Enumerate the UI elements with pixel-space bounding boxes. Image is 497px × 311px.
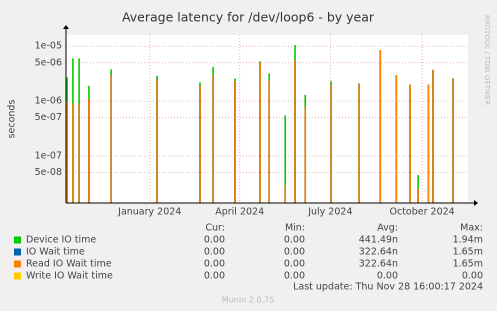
- y-tick-label: 5e-06: [35, 57, 62, 68]
- legend-value: 0.00: [462, 271, 483, 282]
- legend-value: 1.94m: [453, 235, 483, 246]
- legend-value: 0.00: [204, 235, 225, 246]
- legend-header: Min:: [285, 223, 305, 234]
- legend-swatch: [14, 272, 21, 280]
- last-update: Last update: Thu Nov 28 16:00:17 2024: [293, 282, 483, 293]
- legend-value: 0.00: [284, 271, 305, 282]
- legend-header: Cur:: [205, 223, 225, 234]
- legend-value: 441.49n: [359, 235, 398, 246]
- legend-value: 0.00: [284, 259, 305, 270]
- legend-swatch: [14, 236, 21, 244]
- x-tick-label: January 2024: [117, 207, 181, 218]
- plot-area: [66, 35, 468, 203]
- x-tick-label: October 2024: [390, 207, 455, 218]
- axis-arrow: [474, 200, 478, 206]
- y-tick-label: 5e-07: [35, 112, 62, 123]
- axis-arrow: [63, 25, 69, 29]
- legend-value: 0.00: [204, 247, 225, 258]
- legend-value: 0.00: [284, 247, 305, 258]
- legend-value: 0.00: [284, 235, 305, 246]
- legend-value: 1.65m: [453, 259, 483, 270]
- y-tick-label: 1e-07: [35, 151, 62, 162]
- legend-entry: Write IO Wait time: [26, 271, 113, 282]
- x-tick-label: July 2024: [307, 207, 352, 218]
- legend-value: 322.64n: [359, 259, 398, 270]
- chart-title: Average latency for /dev/loop6 - by year: [122, 10, 375, 25]
- legend-value: 0.00: [377, 271, 398, 282]
- legend-entry: IO Wait time: [26, 247, 85, 258]
- legend-swatch: [14, 260, 21, 268]
- legend-entry: Read IO Wait time: [26, 259, 112, 270]
- y-tick-label: 5e-08: [35, 167, 62, 178]
- legend-swatch: [14, 248, 21, 256]
- x-tick-label: April 2024: [215, 207, 264, 218]
- y-tick-label: 1e-05: [35, 41, 62, 52]
- y-tick-label: 1e-06: [35, 96, 62, 107]
- side-label: RRDTOOL / TOBI OETIKER: [483, 15, 491, 105]
- footer: Munin 2.0.75: [222, 296, 274, 305]
- legend-value: 1.65m: [453, 247, 483, 258]
- legend-entry: Device IO time: [26, 235, 96, 246]
- legend-header: Max:: [460, 223, 483, 234]
- legend-value: 0.00: [204, 259, 225, 270]
- legend-header: Avg:: [377, 223, 398, 234]
- y-axis-label: seconds: [7, 100, 18, 139]
- legend-value: 322.64n: [359, 247, 398, 258]
- legend-value: 0.00: [204, 271, 225, 282]
